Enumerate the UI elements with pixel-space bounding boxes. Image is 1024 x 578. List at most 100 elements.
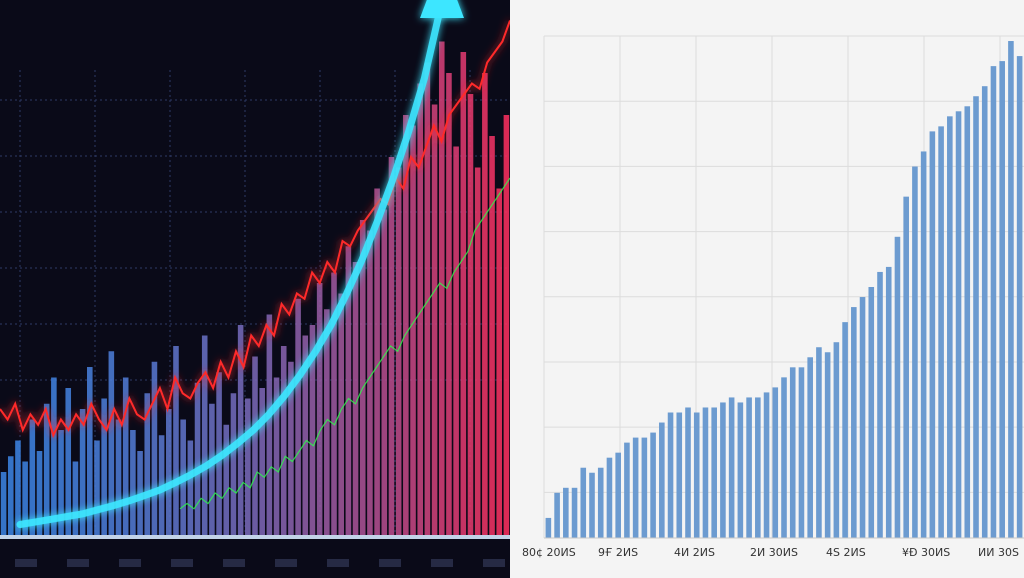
right-x-tick-label: 2И 30ИS <box>750 546 798 559</box>
right-x-tick-label: 4S 2ИS <box>826 546 866 559</box>
left-bar <box>72 461 79 535</box>
right-bar <box>571 487 578 538</box>
left-bar <box>94 440 100 535</box>
left-bar <box>58 430 64 535</box>
left-bar <box>51 377 57 535</box>
left-bar <box>130 430 136 535</box>
right-bars <box>545 41 1023 539</box>
right-bar <box>947 116 953 538</box>
right-bar <box>728 397 735 538</box>
left-bar <box>43 403 50 535</box>
right-bar <box>772 387 779 538</box>
right-chart-panel: 80¢ 20ИS 9Ғ 2ИS 4И 2ИS 2И 30ИS 4S 2ИS ¥Ð 30ИS… <box>510 0 1024 578</box>
right-bar <box>981 86 988 538</box>
left-chart-panel <box>0 0 510 578</box>
left-x-tick-mark <box>223 559 245 567</box>
right-bar <box>885 266 892 538</box>
right-bar <box>659 422 665 538</box>
right-bar <box>720 402 726 538</box>
right-chart: 80¢ 20ИS 9Ғ 2ИS 4И 2ИS 2И 30ИS 4S 2ИS ¥Ð 30ИS… <box>510 0 1024 578</box>
right-bar <box>990 66 997 539</box>
right-bar <box>912 166 918 538</box>
trend-arrow-shaft <box>16 6 444 528</box>
left-bar <box>245 398 251 535</box>
right-bar <box>789 367 796 538</box>
left-baseline <box>0 535 510 539</box>
left-bar <box>489 136 495 535</box>
right-bar <box>964 106 971 538</box>
left-bars <box>0 41 510 535</box>
red-trend-line <box>0 20 510 439</box>
left-bar <box>108 351 115 535</box>
left-bar <box>460 52 467 535</box>
right-bar <box>868 287 875 538</box>
right-x-tick-label: ¥Ð 30ИS <box>902 546 950 559</box>
left-bar <box>115 419 122 535</box>
right-bar <box>999 61 1005 538</box>
left-bar <box>345 246 352 535</box>
left-bar <box>201 335 208 535</box>
up-arrow-icon <box>420 0 464 18</box>
green-secondary-line <box>179 177 510 510</box>
left-bar <box>7 456 14 535</box>
right-bar <box>755 397 761 538</box>
left-bar <box>101 398 107 535</box>
right-x-tick-label: 80¢ 20ИS <box>522 546 576 559</box>
right-bar <box>859 297 866 538</box>
right-bar <box>973 96 979 539</box>
left-bar <box>374 188 380 535</box>
left-bar <box>338 293 344 535</box>
left-x-tick-mark <box>275 559 297 567</box>
right-bar <box>1016 56 1023 538</box>
right-bar <box>816 347 822 538</box>
right-bar <box>877 271 883 538</box>
right-bar <box>938 126 944 539</box>
left-bar <box>0 472 7 535</box>
left-bar <box>309 325 316 535</box>
left-bar <box>266 314 273 535</box>
right-bar <box>903 196 909 538</box>
left-bar <box>166 409 172 535</box>
left-bar <box>137 451 143 535</box>
right-bar <box>667 412 674 538</box>
right-bar <box>763 392 770 538</box>
left-bar <box>144 393 151 535</box>
left-bar <box>158 435 165 535</box>
right-bar <box>685 407 691 538</box>
left-bar <box>403 115 409 535</box>
right-bar <box>702 407 709 538</box>
left-bar <box>467 94 474 535</box>
left-bar <box>187 440 194 535</box>
left-x-tick-mark <box>431 559 453 567</box>
left-bar <box>22 461 28 535</box>
right-bar <box>554 492 560 538</box>
left-x-tick-mark <box>15 559 37 567</box>
right-bar <box>589 472 595 538</box>
right-bar <box>807 357 813 538</box>
left-bar <box>324 309 330 535</box>
right-bar <box>842 322 848 538</box>
left-bar <box>410 125 416 535</box>
right-x-tick-label: 4И 2ИS <box>674 546 715 559</box>
left-bar <box>151 361 158 535</box>
left-bar <box>259 388 265 535</box>
left-x-tick-mark <box>171 559 193 567</box>
left-bar <box>87 367 93 535</box>
left-bar <box>302 335 309 535</box>
left-x-tick-mark <box>67 559 89 567</box>
right-bar <box>824 352 831 538</box>
left-bar <box>173 346 179 535</box>
left-bar <box>273 377 280 535</box>
right-bar <box>693 412 700 538</box>
left-bar <box>15 440 21 535</box>
left-x-tick-mark <box>483 559 505 567</box>
left-bar <box>474 167 481 535</box>
right-bar <box>1008 41 1014 539</box>
right-bar <box>632 437 639 538</box>
right-bar <box>894 236 901 539</box>
left-bar <box>496 188 503 535</box>
right-bar <box>920 151 927 538</box>
left-bar <box>482 73 488 535</box>
left-x-tick-mark <box>379 559 401 567</box>
left-x-tick-mark <box>119 559 141 567</box>
